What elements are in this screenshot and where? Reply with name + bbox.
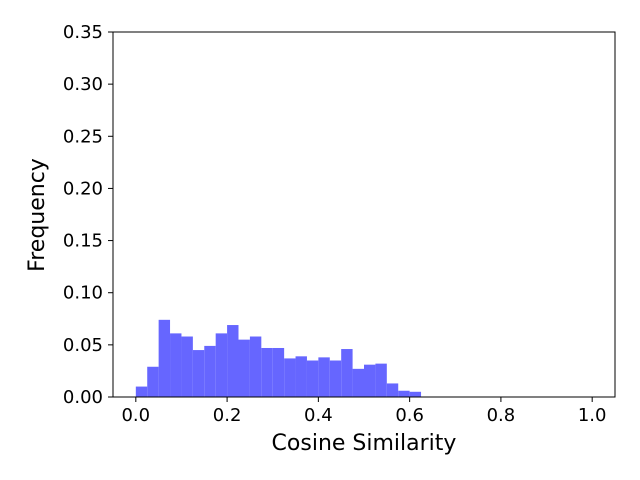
y-tick-label: 0.35: [63, 22, 103, 43]
bar: [170, 333, 182, 397]
bar: [272, 347, 285, 397]
x-tick-label: 1.0: [578, 405, 607, 426]
y-tick-label: 0.10: [63, 283, 103, 304]
bar: [409, 391, 422, 397]
y-tick-label: 0.05: [63, 335, 103, 356]
x-axis-label: Cosine Similarity: [272, 431, 457, 456]
bar: [158, 319, 171, 397]
bar: [364, 364, 376, 397]
y-tick-label: 0.20: [63, 178, 103, 199]
bar: [398, 390, 410, 397]
bar: [147, 366, 159, 397]
bar: [227, 325, 239, 397]
bar: [204, 345, 216, 397]
bar: [341, 349, 353, 397]
x-tick-label: 0.4: [304, 405, 333, 426]
bar: [284, 358, 296, 397]
bar: [249, 336, 262, 397]
bar: [192, 350, 205, 397]
y-tick-label: 0.15: [63, 231, 103, 252]
bar: [135, 386, 148, 397]
bar: [215, 333, 228, 397]
bar: [375, 363, 387, 397]
bar: [352, 368, 364, 397]
x-tick-label: 0.0: [121, 405, 150, 426]
bar: [386, 383, 399, 397]
bar: [181, 336, 193, 397]
plot-frame: [112, 31, 616, 398]
y-tick-label: 0.25: [63, 126, 103, 147]
x-tick-label: 0.8: [487, 405, 516, 426]
y-tick-label: 0.30: [63, 74, 103, 95]
bar: [261, 347, 273, 397]
bar: [318, 357, 330, 397]
bar: [295, 356, 307, 397]
y-tick-label: 0.00: [63, 387, 103, 408]
x-tick-label: 0.2: [213, 405, 242, 426]
bar: [238, 339, 250, 397]
bar: [306, 360, 319, 397]
x-tick-label: 0.6: [395, 405, 424, 426]
y-axis-label: Frequency: [25, 158, 50, 272]
bar: [329, 360, 342, 397]
